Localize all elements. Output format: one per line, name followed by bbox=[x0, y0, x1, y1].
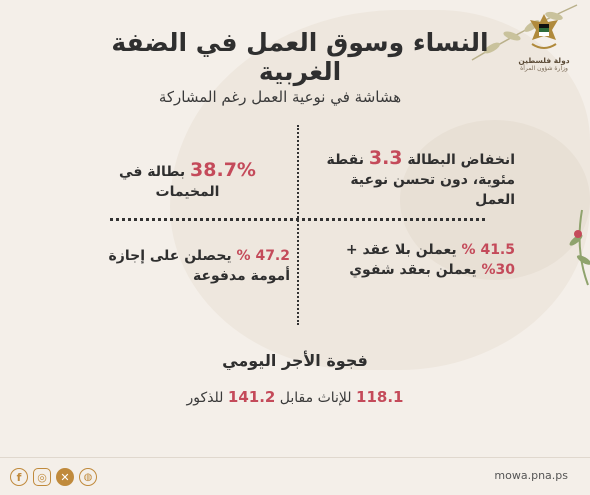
unemployment-drop-stat: انخفاض البطالة 3.3 نقطة مئوية، دون تحسن … bbox=[315, 147, 516, 210]
camps-unemployment-stat: 38.7% بطالة في المخيمات bbox=[85, 160, 290, 202]
wage-gap-title: فجوة الأجر اليومي bbox=[222, 351, 368, 370]
stat-text: يحصلن على إجازة أمومة مدفوعة bbox=[108, 248, 290, 284]
stat-number: 3.3 bbox=[368, 147, 403, 169]
eagle-emblem-icon bbox=[530, 14, 558, 49]
plant-decoration bbox=[569, 209, 590, 286]
logo-country-name: دولة فلسطين bbox=[518, 56, 570, 65]
page-subtitle: هشاشة في نوعية العمل رغم المشاركة bbox=[158, 88, 402, 106]
background-blob bbox=[400, 120, 590, 280]
stat-text: يعملن بلا عقد + bbox=[345, 242, 462, 258]
stat-text: انخفاض البطالة bbox=[402, 152, 515, 168]
page-title: النساء وسوق العمل في الضفة الغربية bbox=[111, 28, 489, 86]
footer-divider bbox=[0, 457, 590, 458]
stat-number: 41.5 % bbox=[461, 242, 515, 258]
x-icon[interactable]: ✕ bbox=[56, 468, 74, 486]
stat-text: بطالة في المخيمات bbox=[119, 164, 220, 200]
male-wage-value: 141.2 bbox=[227, 388, 276, 406]
website-link[interactable]: mowa.pna.ps bbox=[494, 469, 568, 482]
maternity-leave-stat: 47.2 % يحصلن على إجازة أمومة مدفوعة bbox=[85, 246, 290, 286]
stat-text: يعملن بعقد شفوي bbox=[349, 262, 482, 278]
contract-stat: 41.5 % يعملن بلا عقد + 30% يعملن بعقد شف… bbox=[315, 240, 515, 280]
stat-text: نقطة مئوية، دون تحسن نوعية العمل bbox=[326, 152, 516, 208]
stat-number: 47.2 % bbox=[236, 248, 290, 264]
wage-gap-line: 118.1 للإناث مقابل 141.2 للذكور bbox=[150, 388, 440, 406]
stat-number: 30% bbox=[481, 262, 515, 278]
female-wage-label: للإناث مقابل bbox=[275, 390, 357, 406]
stat-number: 38.7% bbox=[190, 159, 256, 181]
ministry-logo: دولة فلسطين وزارة شؤون المرأة bbox=[510, 10, 578, 72]
instagram-icon[interactable]: ◎ bbox=[33, 468, 51, 486]
logo-ministry-name: وزارة شؤون المرأة bbox=[520, 65, 568, 72]
female-wage-value: 118.1 bbox=[356, 388, 404, 406]
social-links: f ◎ ✕ ◍ bbox=[10, 468, 97, 486]
vertical-divider bbox=[297, 125, 299, 325]
male-wage-label: للذكور bbox=[186, 390, 228, 406]
facebook-icon[interactable]: f bbox=[10, 468, 28, 486]
horizontal-divider bbox=[110, 218, 485, 221]
olive-branch-decoration bbox=[471, 4, 578, 61]
globe-icon[interactable]: ◍ bbox=[79, 468, 97, 486]
